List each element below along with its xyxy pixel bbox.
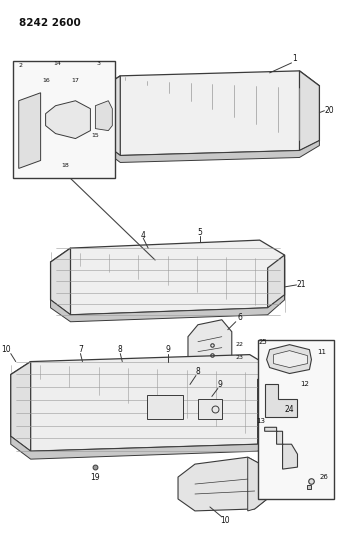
Text: 10: 10 <box>220 516 229 526</box>
Text: 9: 9 <box>218 380 222 389</box>
Polygon shape <box>11 429 275 459</box>
Text: 11: 11 <box>317 349 326 354</box>
Text: 7: 7 <box>78 345 83 354</box>
Polygon shape <box>11 354 275 451</box>
Polygon shape <box>299 71 320 150</box>
Polygon shape <box>46 101 90 139</box>
Polygon shape <box>95 101 112 131</box>
Text: 18: 18 <box>62 163 70 168</box>
Bar <box>13 61 115 179</box>
Text: 12: 12 <box>300 382 309 387</box>
Text: 8: 8 <box>118 345 123 354</box>
Polygon shape <box>50 248 71 315</box>
Text: 5: 5 <box>197 228 202 237</box>
Polygon shape <box>268 255 284 308</box>
Text: 6: 6 <box>237 313 242 322</box>
Text: 24: 24 <box>285 405 294 414</box>
Text: 8242 2600: 8242 2600 <box>19 18 80 28</box>
Polygon shape <box>178 457 270 511</box>
Polygon shape <box>267 345 311 374</box>
Text: 20: 20 <box>325 106 334 115</box>
Polygon shape <box>100 71 320 156</box>
Polygon shape <box>50 295 284 322</box>
Polygon shape <box>19 93 41 168</box>
Polygon shape <box>11 361 31 451</box>
Polygon shape <box>265 384 297 417</box>
Polygon shape <box>248 457 270 511</box>
Polygon shape <box>188 320 232 369</box>
Text: 16: 16 <box>43 78 50 83</box>
Text: 19: 19 <box>91 473 100 482</box>
Polygon shape <box>273 351 308 368</box>
Text: 9: 9 <box>166 345 170 354</box>
Text: 8: 8 <box>195 367 200 376</box>
Polygon shape <box>258 369 275 444</box>
Text: 10: 10 <box>1 345 11 354</box>
Text: 4: 4 <box>141 231 146 240</box>
Text: 23: 23 <box>236 355 244 360</box>
Text: 22: 22 <box>236 342 244 347</box>
Text: 17: 17 <box>72 78 79 83</box>
Text: 25: 25 <box>258 338 267 345</box>
Text: 14: 14 <box>54 61 61 67</box>
Polygon shape <box>50 240 284 315</box>
Text: 2: 2 <box>19 63 23 68</box>
Text: 3: 3 <box>97 61 100 67</box>
Polygon shape <box>100 76 120 156</box>
Text: 15: 15 <box>91 133 99 138</box>
Text: 26: 26 <box>320 474 329 480</box>
Bar <box>258 340 334 499</box>
Polygon shape <box>265 427 297 469</box>
Text: 21: 21 <box>297 280 306 289</box>
Polygon shape <box>198 399 222 419</box>
Polygon shape <box>147 395 183 419</box>
Polygon shape <box>100 141 320 163</box>
Text: 13: 13 <box>256 418 265 424</box>
Text: 1: 1 <box>292 54 297 63</box>
